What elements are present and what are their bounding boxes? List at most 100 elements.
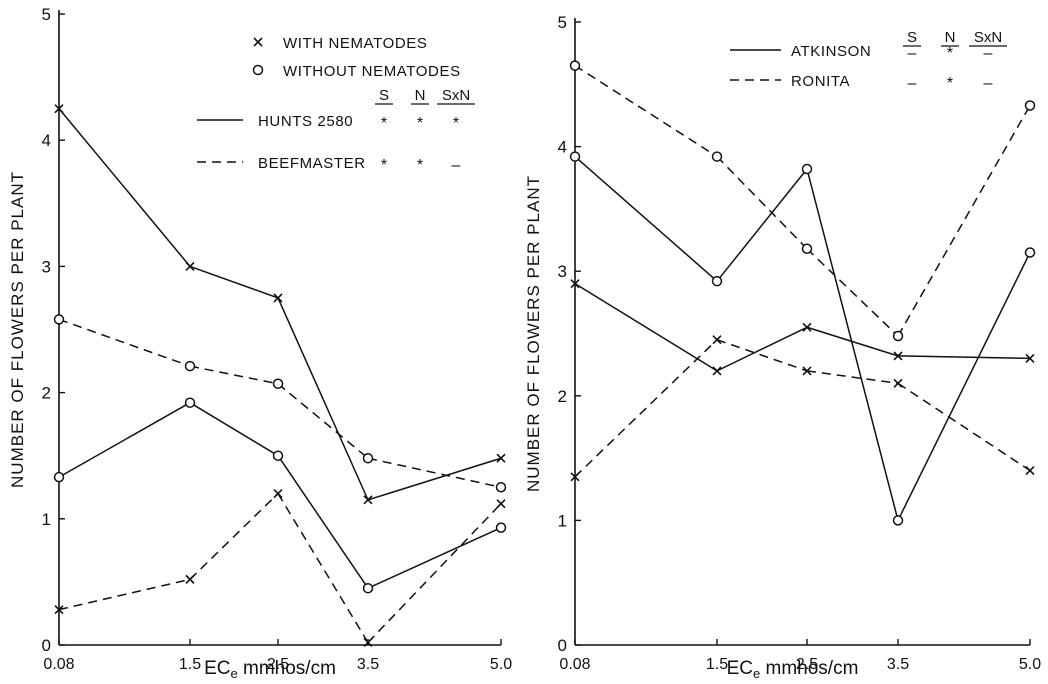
legend-line-label: BEEFMASTER xyxy=(258,155,366,172)
data-point-circle xyxy=(801,243,813,255)
series-segment xyxy=(277,383,369,459)
series-atkinson-without-nematodes xyxy=(569,151,1036,526)
marker-stroke xyxy=(253,37,263,47)
x-axis-label: ECe mmhos/cm xyxy=(204,658,336,681)
marker-stroke xyxy=(54,104,64,114)
legend-significance-mark: – xyxy=(452,157,461,174)
chart-panel-1: 0 1 2 3 4 5 0.08 1.5 2.5 3.5 5.0 ECe mmhos/cm NUMBER… xyxy=(8,5,512,681)
data-point-x xyxy=(273,293,283,303)
data-point-x xyxy=(54,104,64,114)
data-point-circle xyxy=(184,397,196,408)
series-atkinson-with-nematodes xyxy=(570,279,1035,376)
series-segment xyxy=(574,283,718,372)
data-point-x xyxy=(712,366,722,376)
series-segment xyxy=(806,248,899,337)
marker-stroke xyxy=(363,495,373,505)
marker-stroke xyxy=(1025,465,1035,476)
x-tick-label: 3.5 xyxy=(887,656,909,673)
series-segment xyxy=(189,402,279,457)
legend-line-label: RONITA xyxy=(791,73,850,90)
y-tick-label: 1 xyxy=(558,511,567,530)
data-point-x xyxy=(802,366,812,376)
y-tick-label: 0 xyxy=(42,636,51,655)
y-tick-label: 5 xyxy=(558,13,567,32)
series-beefmaster-with-nematodes xyxy=(54,488,506,648)
legend-significance-mark: * xyxy=(453,115,459,132)
data-point-x xyxy=(273,488,283,499)
series-segment xyxy=(367,503,502,643)
x-axis-label: ECe mmhos/cm xyxy=(727,658,859,681)
data-point-x xyxy=(496,499,506,509)
legend-circle-marker-icon xyxy=(252,64,264,76)
series-segment xyxy=(897,252,1031,521)
y-tick-label: 2 xyxy=(42,384,51,403)
marker-stroke xyxy=(570,279,580,289)
y-tick-label: 3 xyxy=(42,257,51,276)
chart-panel-2: 0 1 2 3 4 5 0.08 1.5 2.5 3.5 5.0 ECe mmhos/cm NUMBER… xyxy=(524,13,1041,681)
x-tick-label: 0.08 xyxy=(559,656,590,673)
data-point-circle xyxy=(711,275,723,287)
series-ronita-with-nematodes xyxy=(570,335,1035,482)
series-segment xyxy=(806,168,899,521)
data-point-x xyxy=(185,574,195,584)
series-segment xyxy=(367,457,502,501)
series-segment xyxy=(189,493,279,580)
data-point-x xyxy=(54,605,64,615)
legend-header-sxn: SxN xyxy=(974,29,1002,46)
x-axis-label-units: mmhos/cm xyxy=(238,658,336,679)
y-tick-label: 0 xyxy=(558,636,567,655)
marker-stroke xyxy=(712,366,722,376)
series-segment xyxy=(58,402,191,478)
series-segment xyxy=(574,64,718,158)
x-axis-label-main: EC xyxy=(727,658,753,679)
marker-stroke xyxy=(185,574,195,584)
data-point-circle xyxy=(1024,247,1036,258)
x-axis-label-units: mmhos/cm xyxy=(760,658,858,679)
data-point-circle xyxy=(362,582,374,594)
data-point-x xyxy=(363,637,373,648)
x-tick-label: 5.0 xyxy=(1019,656,1041,673)
legend-significance-mark: – xyxy=(984,45,993,62)
data-point-circle xyxy=(272,378,284,390)
marker-stroke xyxy=(54,605,64,615)
x-tick-label: 2.5 xyxy=(796,656,818,673)
data-point-x xyxy=(1025,465,1035,476)
marker-stroke xyxy=(496,499,506,509)
data-point-circle xyxy=(53,314,65,325)
legend-x-marker-icon xyxy=(253,37,263,47)
data-point-circle xyxy=(53,471,65,483)
series-ronita-without-nematodes xyxy=(569,60,1036,342)
y-tick-label: 2 xyxy=(558,387,567,406)
legend-significance-mark: * xyxy=(417,115,423,132)
data-point-circle xyxy=(892,330,904,342)
y-tick-label: 4 xyxy=(558,138,567,157)
series-segment xyxy=(58,318,191,367)
data-point-x xyxy=(496,453,506,463)
marker-stroke xyxy=(273,488,283,499)
data-point-circle xyxy=(495,522,507,533)
series-segment xyxy=(897,382,1031,472)
data-point-circle xyxy=(495,482,507,493)
series-segment xyxy=(277,297,369,501)
x-tick-label: 1.5 xyxy=(179,656,201,673)
y-tick-label: 3 xyxy=(558,262,567,281)
x-tick-label: 2.5 xyxy=(267,656,289,673)
series-segment xyxy=(897,355,1031,360)
x-tick-label: 0.08 xyxy=(43,656,74,673)
series-segment xyxy=(716,326,808,372)
legend-significance-mark: – xyxy=(908,75,917,92)
legend-significance-mark: – xyxy=(908,45,917,62)
series-beefmaster-without-nematodes xyxy=(53,314,507,493)
data-point-x xyxy=(893,378,903,388)
data-point-circle xyxy=(1024,100,1036,111)
data-point-circle xyxy=(569,60,581,71)
data-point-circle xyxy=(272,450,284,461)
y-tick-label: 1 xyxy=(42,510,51,529)
data-point-x xyxy=(570,279,580,289)
legend-header-n: N xyxy=(945,29,956,46)
series-segment xyxy=(574,156,718,282)
legend: S N SxN ATKINSON – * – RONITA – * – xyxy=(730,29,1007,92)
series-segment xyxy=(897,105,1031,337)
y-tick-label: 5 xyxy=(42,5,51,24)
